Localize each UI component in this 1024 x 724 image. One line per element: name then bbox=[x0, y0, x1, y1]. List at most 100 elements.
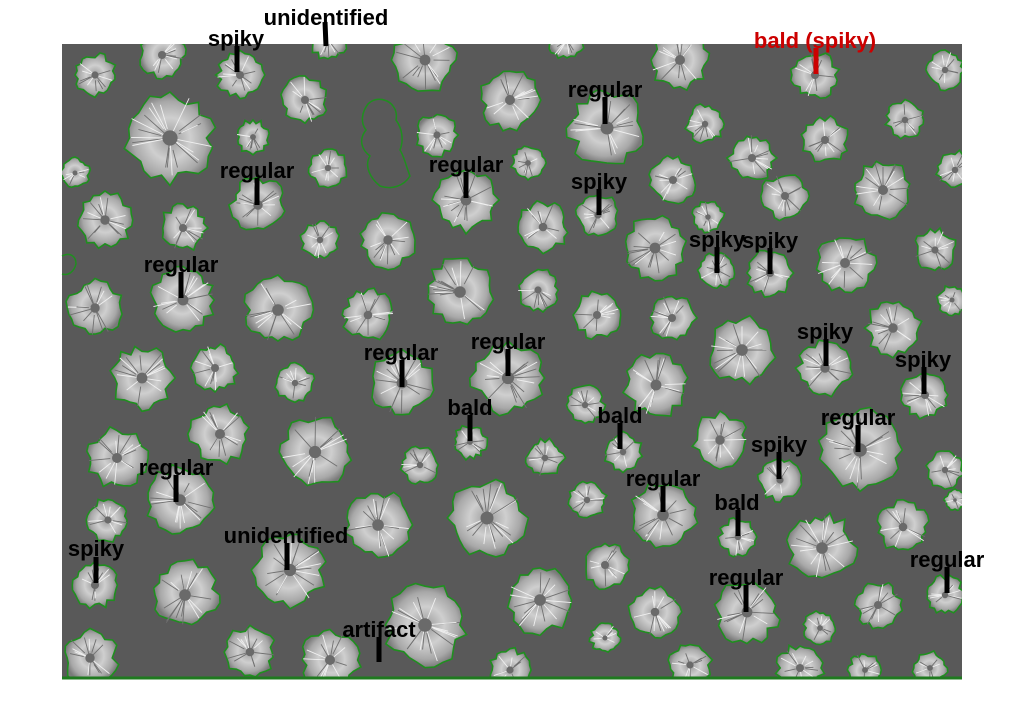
cell-strand bbox=[655, 359, 659, 381]
cell-strand bbox=[318, 154, 328, 168]
cell bbox=[390, 44, 459, 92]
cell-strand bbox=[267, 570, 284, 575]
cell-strand bbox=[593, 637, 602, 640]
cell-strand bbox=[332, 664, 341, 678]
cell bbox=[683, 103, 726, 145]
cell-strand bbox=[294, 570, 320, 576]
cell-strand bbox=[542, 602, 557, 620]
cell-core bbox=[821, 136, 829, 144]
cell-strand bbox=[929, 594, 944, 599]
cell-strand bbox=[241, 77, 251, 90]
cell-strand bbox=[816, 74, 835, 78]
cell-strand bbox=[925, 398, 930, 416]
cell-strand bbox=[330, 640, 334, 655]
cell-strand bbox=[260, 190, 275, 204]
cell-strand bbox=[707, 218, 712, 231]
cell-strand bbox=[676, 168, 682, 176]
cell-core bbox=[600, 121, 614, 135]
cell-strand bbox=[429, 625, 449, 632]
cell-strand bbox=[903, 104, 906, 115]
cell-strand bbox=[187, 501, 212, 509]
cell-strand bbox=[282, 377, 294, 383]
cell-strand bbox=[843, 270, 846, 288]
cell-core bbox=[619, 448, 627, 456]
cell-strand bbox=[303, 658, 325, 661]
cell-strand bbox=[877, 584, 884, 604]
cell-strand bbox=[902, 508, 906, 524]
cell-strand bbox=[295, 557, 311, 567]
cell-strand bbox=[454, 170, 466, 197]
cell-strand bbox=[824, 540, 853, 548]
cell-strand bbox=[88, 458, 111, 462]
cell bbox=[914, 226, 957, 272]
cell-strand bbox=[895, 509, 901, 521]
cell-strand bbox=[739, 616, 746, 634]
cell-strand bbox=[671, 662, 686, 666]
cell-strand bbox=[86, 283, 94, 304]
cell-strand bbox=[163, 44, 175, 55]
cell-core bbox=[650, 607, 660, 617]
cell-strand bbox=[511, 88, 533, 100]
cell bbox=[468, 339, 546, 417]
cell-strand bbox=[596, 299, 599, 313]
cell-core bbox=[901, 116, 909, 124]
cell-strand bbox=[166, 304, 177, 314]
cell-strand bbox=[678, 65, 681, 79]
cell-strand bbox=[859, 453, 862, 480]
cell bbox=[509, 145, 548, 181]
cell-strand bbox=[179, 114, 202, 132]
cell-core bbox=[657, 509, 669, 521]
cell-strand bbox=[652, 60, 677, 71]
cell-strand bbox=[931, 470, 942, 473]
cell-strand bbox=[577, 391, 585, 403]
cell-strand bbox=[606, 550, 617, 564]
cell-core bbox=[383, 235, 393, 245]
cell-strand bbox=[823, 628, 832, 633]
cell bbox=[139, 44, 187, 80]
cell-strand bbox=[659, 240, 677, 247]
cell-core bbox=[888, 323, 898, 333]
cell-strand bbox=[681, 44, 692, 59]
cell-strand bbox=[952, 291, 956, 298]
cell-strand bbox=[570, 128, 599, 131]
cell-strand bbox=[70, 639, 86, 654]
cell-strand bbox=[483, 526, 487, 545]
cell-strand bbox=[604, 565, 607, 587]
cell-strand bbox=[814, 77, 818, 92]
cell-strand bbox=[227, 652, 249, 659]
cell-strand bbox=[473, 443, 483, 450]
cell bbox=[343, 491, 414, 559]
cell-strand bbox=[212, 414, 219, 428]
cell-strand bbox=[486, 483, 492, 517]
cell bbox=[307, 148, 348, 189]
cell-strand bbox=[725, 438, 747, 441]
cell-core bbox=[534, 594, 546, 606]
cell-strand bbox=[513, 600, 535, 608]
cell-strand bbox=[218, 440, 221, 457]
cell bbox=[76, 190, 134, 250]
cell-strand bbox=[845, 456, 856, 470]
cell-strand bbox=[720, 424, 723, 435]
cell-strand bbox=[518, 603, 538, 625]
cell bbox=[384, 582, 468, 669]
cell-strand bbox=[98, 203, 104, 215]
cell-strand bbox=[404, 383, 432, 391]
cell-strand bbox=[935, 597, 943, 603]
cell bbox=[648, 154, 697, 205]
cell-strand bbox=[370, 242, 382, 248]
cell-strand bbox=[107, 506, 111, 519]
cell-strand bbox=[580, 390, 586, 404]
cell-strand bbox=[294, 367, 297, 381]
cell-strand bbox=[905, 121, 916, 135]
cell-strand bbox=[524, 228, 539, 237]
cell-strand bbox=[254, 311, 272, 318]
cell-strand bbox=[226, 435, 242, 442]
cell-strand bbox=[182, 596, 186, 625]
cell-core bbox=[816, 542, 828, 554]
cell-strand bbox=[380, 533, 390, 557]
cell-strand bbox=[250, 138, 254, 149]
cell-core bbox=[162, 130, 178, 146]
cell-core bbox=[501, 371, 515, 385]
cell-strand bbox=[865, 168, 880, 186]
cell-strand bbox=[516, 95, 538, 100]
